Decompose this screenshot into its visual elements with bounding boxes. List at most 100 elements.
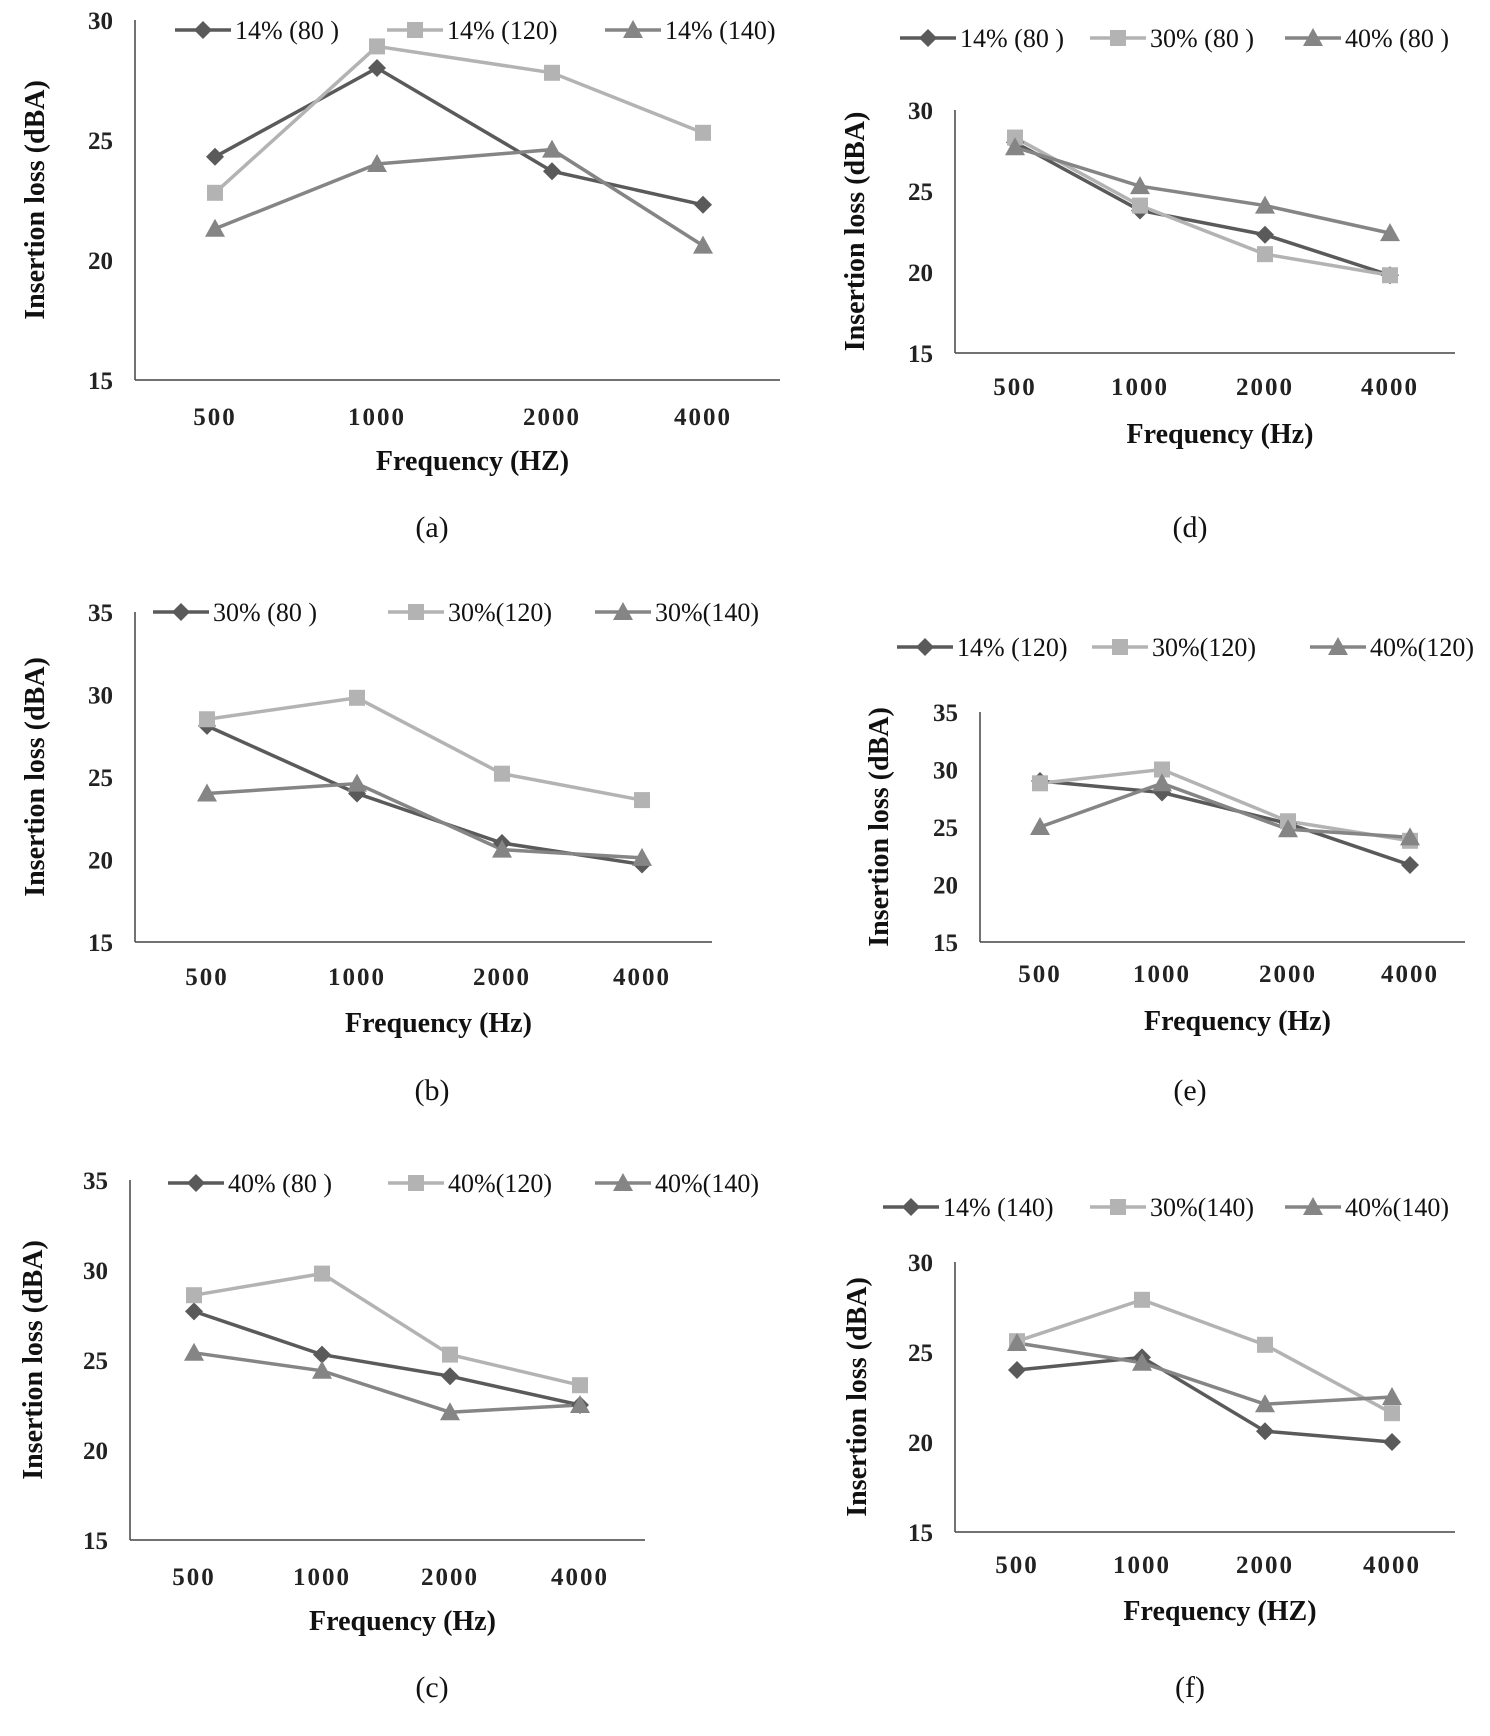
data-point-triangle <box>1030 817 1050 835</box>
y-tick-label: 35 <box>88 600 113 627</box>
chart-panel-d: 15 20 25 30 500 1000 2000 4000 Frequency (Hz) Ins… <box>840 24 1455 544</box>
data-point-diamond <box>441 1367 459 1386</box>
y-tick-label: 25 <box>83 1348 108 1375</box>
x-tick-label: 500 <box>193 404 237 431</box>
y-tick-label: 30 <box>908 98 933 125</box>
legend-marker-diamond <box>916 638 934 656</box>
x-tick-label: 4000 <box>1361 374 1419 401</box>
legend-marker-square <box>408 1175 424 1191</box>
data-point-triangle <box>197 783 217 802</box>
data-point-square <box>369 38 385 55</box>
legend-marker-triangle <box>613 1173 633 1191</box>
data-point-triangle <box>1382 1387 1402 1405</box>
legend-entry: 14% (80 ) <box>900 24 1064 53</box>
legend-marker-triangle <box>613 602 633 620</box>
legend-marker-triangle <box>1303 1197 1323 1215</box>
data-point-square <box>314 1265 330 1282</box>
data-point-square <box>1132 197 1148 214</box>
y-axis-title: Insertion loss (dBA) <box>20 80 51 320</box>
y-tick-label: 20 <box>88 848 113 875</box>
y-tick-label: 30 <box>908 1250 933 1277</box>
legend-marker-square <box>1110 30 1126 46</box>
data-point-diamond <box>1256 1422 1274 1441</box>
x-tick-label: 500 <box>995 1552 1039 1579</box>
legend-label: 14% (80 ) <box>960 24 1064 53</box>
legend-entry: 14% (140) <box>605 16 775 45</box>
legend-label: 30%(120) <box>448 598 552 627</box>
legend-marker-diamond <box>172 603 190 621</box>
chart-panel-e: 15 20 25 30 35 500 1000 2000 4000 Frequency (Hz) I… <box>864 633 1474 1107</box>
data-point-square <box>1257 246 1273 263</box>
data-point-triangle <box>693 235 713 254</box>
x-tick-label: 2000 <box>1259 961 1317 988</box>
data-point-diamond <box>1383 1433 1401 1451</box>
x-axis-title: Frequency (HZ) <box>376 446 569 477</box>
x-axis-title: Frequency (Hz) <box>1144 1006 1331 1037</box>
legend-entry: 40% (80 ) <box>168 1169 332 1198</box>
panel-caption: (a) <box>415 511 448 544</box>
series-line-2 <box>1014 136 1391 277</box>
data-point-triangle <box>1255 1394 1275 1413</box>
legend-entry: 30%(120) <box>388 598 552 627</box>
data-point-square <box>544 64 560 81</box>
data-point-triangle <box>1005 137 1025 156</box>
legend-label: 14% (140) <box>665 16 775 45</box>
legend-entry: 40%(120) <box>1310 633 1474 662</box>
data-point-triangle <box>570 1395 590 1413</box>
legend-entry: 30% (80 ) <box>1090 24 1254 53</box>
series-line-3 <box>1016 1341 1393 1406</box>
data-point-diamond <box>368 59 386 77</box>
data-point-triangle <box>1255 195 1275 214</box>
data-point-diamond <box>313 1345 331 1364</box>
x-tick-label: 1000 <box>293 1564 351 1591</box>
data-point-triangle <box>205 218 225 237</box>
y-tick-label: 25 <box>88 128 113 155</box>
legend-marker-diamond <box>919 29 937 47</box>
y-tick-label: 15 <box>908 1520 933 1547</box>
legend-label: 14% (120) <box>957 633 1067 662</box>
chart-panel-a: 15 20 25 30 500 1000 2000 4000 Frequency (HZ) Ins… <box>20 8 780 544</box>
data-point-triangle <box>1152 773 1172 792</box>
legend-entry: 40%(120) <box>388 1169 552 1198</box>
data-point-triangle <box>1278 819 1298 838</box>
data-point-triangle <box>1007 1333 1027 1351</box>
x-tick-label: 1000 <box>1133 961 1191 988</box>
data-point-triangle <box>492 839 512 858</box>
x-tick-label: 1000 <box>1111 374 1169 401</box>
y-tick-label: 15 <box>908 341 933 368</box>
y-tick-label: 35 <box>933 700 958 727</box>
legend-label: 40%(120) <box>1370 633 1474 662</box>
series-line-3 <box>1014 145 1391 235</box>
legend-entry: 14% (140) <box>883 1193 1053 1222</box>
legend-label: 30% (80 ) <box>1150 24 1254 53</box>
series-line-3 <box>206 781 643 860</box>
series-line-2 <box>1016 1297 1393 1415</box>
panel-caption: (d) <box>1173 511 1208 544</box>
y-tick-label: 20 <box>933 873 958 900</box>
legend-entry: 30% (80 ) <box>153 598 317 627</box>
legend-marker-square <box>1112 639 1128 655</box>
data-point-diamond <box>185 1302 203 1321</box>
data-point-triangle <box>1380 223 1400 242</box>
chart-panel-b: 15 20 25 30 35 500 1000 2000 4000 Frequency (Hz) I… <box>20 598 759 1107</box>
series-line-2 <box>206 695 643 802</box>
legend-marker-square <box>407 22 423 38</box>
legend-entry: 14% (80 ) <box>175 16 339 45</box>
series-line-3 <box>214 147 704 248</box>
x-axis-title: Frequency (Hz) <box>1127 419 1314 450</box>
y-tick-label: 20 <box>88 248 113 275</box>
legend-entry: 30%(140) <box>595 598 759 627</box>
x-tick-label: 2000 <box>1236 1552 1294 1579</box>
legend-label: 40% (80 ) <box>1345 24 1449 53</box>
legend-entry: 14% (120) <box>897 633 1067 662</box>
data-point-diamond <box>694 195 712 214</box>
y-tick-label: 35 <box>83 1168 108 1195</box>
chart-panel-c: 15 20 25 30 35 500 1000 2000 4000 Frequency (Hz) I… <box>18 1168 759 1704</box>
x-tick-label: 500 <box>1018 961 1062 988</box>
legend-entry: 30%(140) <box>1090 1193 1254 1222</box>
data-point-square <box>695 124 711 141</box>
data-point-square <box>349 689 365 706</box>
data-point-square <box>634 792 650 809</box>
legend-marker-triangle <box>1328 637 1348 655</box>
data-point-square <box>207 184 223 201</box>
